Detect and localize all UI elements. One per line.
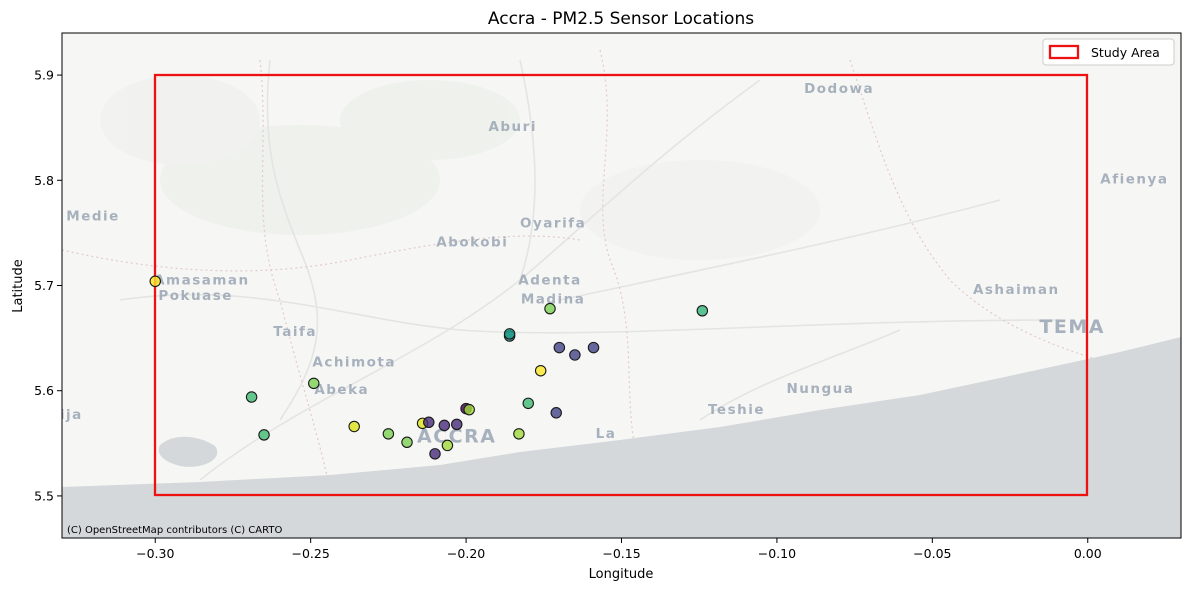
sensor-point: [348, 420, 360, 433]
x-tick-label: −0.25: [292, 546, 330, 561]
place-label: Medie: [66, 208, 120, 224]
place-label: Afienya: [1100, 171, 1168, 187]
sensor-point: [503, 328, 516, 340]
sensor-point: [451, 418, 463, 431]
y-tick-label: 5.5: [34, 488, 54, 503]
place-label: Pokuase: [158, 288, 233, 304]
chart-title: Accra - PM2.5 Sensor Locations: [488, 9, 754, 29]
sensor-point: [258, 429, 270, 441]
x-axis-label: Longitude: [589, 567, 654, 582]
sensor-point: [522, 397, 534, 410]
place-label: ija: [60, 407, 83, 423]
basemap-sea: [62, 337, 1181, 538]
sensor-point: [463, 403, 475, 416]
place-label: Dodowa: [804, 81, 874, 97]
sensor-point: [438, 419, 451, 432]
sensor-point: [553, 341, 566, 354]
x-tick-label: −0.15: [602, 546, 640, 561]
sensor-point: [544, 302, 556, 315]
place-label: Amasaman: [154, 272, 250, 288]
sensor-point: [513, 428, 525, 440]
legend: Study Area: [1042, 38, 1175, 66]
y-tick-label: 5.6: [34, 383, 54, 398]
sensor-point: [569, 349, 581, 361]
x-tick-label: −0.05: [913, 546, 951, 561]
sensor-point: [149, 275, 162, 288]
place-label: Abeka: [314, 382, 369, 398]
basemap-roads: [119, 59, 1061, 481]
y-tick-label: 5.8: [34, 173, 54, 188]
basemap-place-labels: Dodowa Aburi Afienya Medie Oyarifa Abokobi Ade…: [60, 81, 1168, 447]
sensor-point: [401, 436, 413, 449]
sensor-point: [441, 439, 454, 452]
sensor-point: [587, 341, 600, 354]
place-label: La: [596, 426, 617, 442]
basemap-lagoon: [158, 436, 218, 467]
place-label: Adenta: [518, 272, 581, 288]
sensor-point: [696, 304, 709, 317]
place-label: Aburi: [488, 119, 537, 135]
y-axis-label: Latitude: [11, 259, 26, 313]
x-tick-label: 0.00: [1074, 546, 1102, 561]
sensor-point: [550, 407, 562, 419]
place-label: Taifa: [273, 324, 317, 340]
legend-label-study-area: Study Area: [1091, 45, 1160, 60]
basemap-boundaries: [62, 49, 1181, 491]
y-tick-label: 5.7: [34, 278, 54, 293]
sensor-point: [308, 377, 320, 390]
place-label: ACCRA: [417, 425, 496, 447]
place-label: TEMA: [1039, 316, 1105, 338]
place-label: Ashaiman: [973, 282, 1060, 298]
y-axis-ticks: 5.5 5.6 5.7 5.8 5.9: [34, 68, 62, 503]
sensor-point: [382, 428, 395, 440]
place-label: Achimota: [312, 355, 396, 371]
x-axis-ticks: −0.30 −0.25 −0.20 −0.15 −0.10 −0.05 0.00: [136, 538, 1102, 561]
sensor-point: [534, 364, 547, 377]
x-tick-label: −0.10: [758, 546, 796, 561]
sensor-point: [429, 448, 441, 460]
map-axes-area: Dodowa Aburi Afienya Medie Oyarifa Abokobi Ade…: [60, 33, 1181, 538]
x-tick-label: −0.30: [136, 546, 174, 561]
sensor-point: [423, 416, 435, 429]
sensor-points: [149, 275, 709, 460]
y-tick-label: 5.9: [34, 68, 54, 83]
place-label: Oyarifa: [520, 216, 586, 232]
sensor-point: [245, 391, 258, 403]
basemap-attribution: (C) OpenStreetMap contributors (C) CARTO: [67, 525, 282, 536]
place-label: Teshie: [708, 402, 765, 418]
place-label: Abokobi: [436, 235, 508, 251]
x-tick-label: −0.20: [447, 546, 485, 561]
basemap-terrain: [100, 75, 820, 260]
place-label: Madina: [521, 291, 586, 307]
place-label: Nungua: [786, 381, 854, 397]
legend-swatch-study-area: [1048, 44, 1080, 60]
